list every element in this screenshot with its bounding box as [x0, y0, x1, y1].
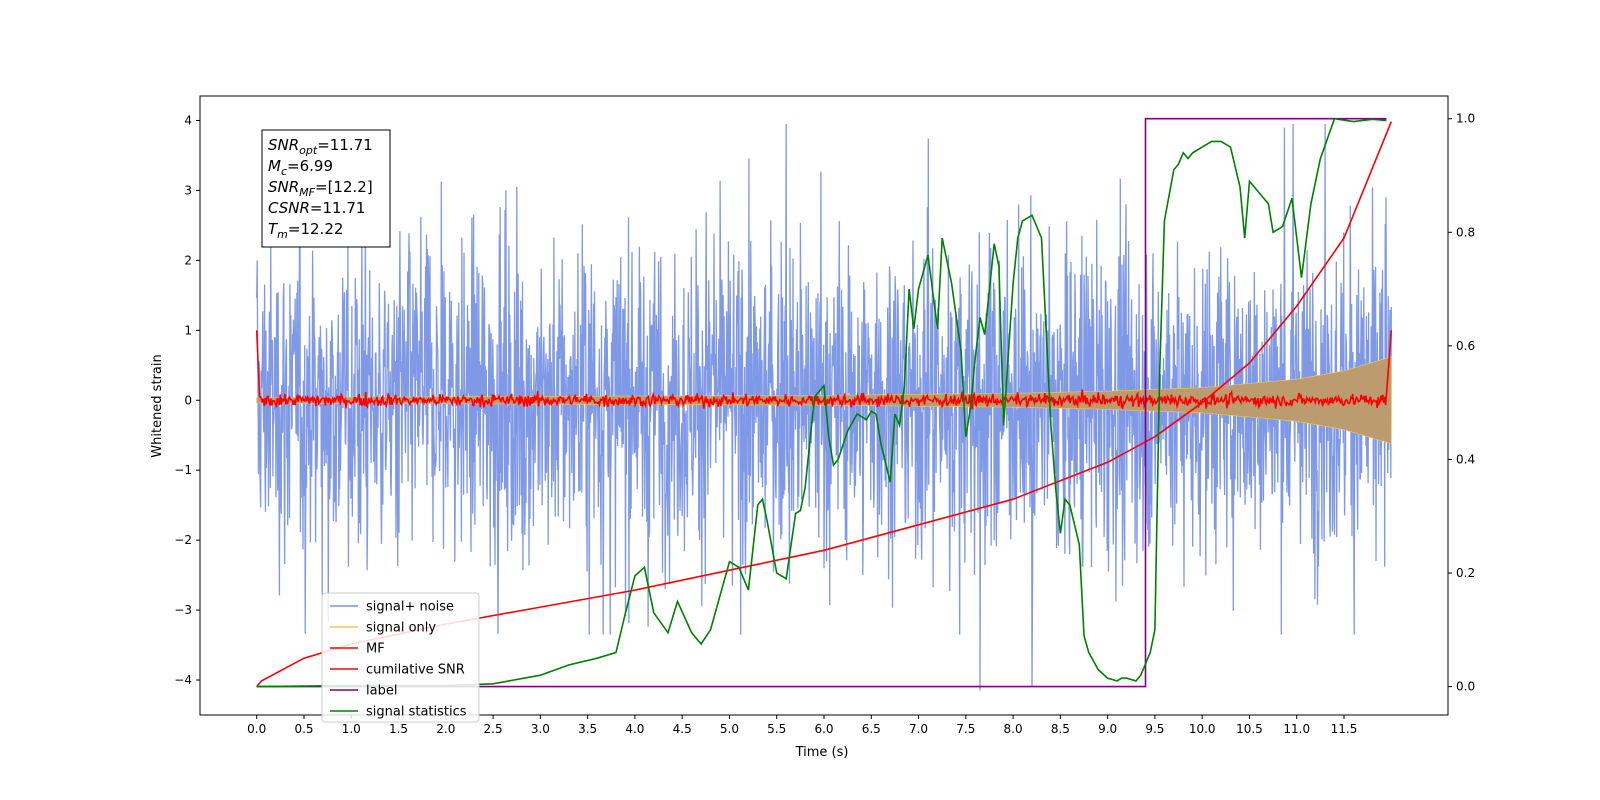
x-tick-label: 3.0: [531, 722, 550, 736]
x-tick-label: 3.5: [578, 722, 597, 736]
x-tick-label: 4.5: [673, 722, 692, 736]
x-tick-label: 2.5: [484, 722, 503, 736]
y-tick-label: 0: [184, 393, 192, 407]
x-tick-label: 6.5: [862, 722, 881, 736]
info-line: SNRMF=[12.2]: [268, 178, 373, 199]
legend-label: cumilative SNR: [366, 663, 465, 678]
x-tick-label: 5.5: [767, 722, 786, 736]
x-tick-label: 0.0: [247, 722, 266, 736]
y2-tick-label: 0.6: [1456, 339, 1475, 353]
x-tick-label: 8.5: [1051, 722, 1070, 736]
legend-label: signal+ noise: [366, 600, 454, 615]
y2-tick-label: 1.0: [1456, 112, 1475, 126]
info-value: =6.99: [287, 157, 333, 175]
series-label: [256, 117, 1387, 688]
x-tick-label: 1.0: [342, 722, 361, 736]
info-value: =11.71: [317, 136, 373, 154]
legend-label: label: [366, 684, 397, 699]
legend-items: signal+ noise signal only MF cumilative SNR…: [330, 600, 467, 720]
x-tick-label: 7.0: [909, 722, 928, 736]
info-subscript: opt: [299, 144, 318, 157]
x-tick-label: 11.0: [1283, 722, 1310, 736]
y-tick-label: 4: [184, 113, 192, 127]
legend: signal+ noise signal only MF cumilative SNR…: [321, 592, 480, 723]
legend-label: signal statistics: [366, 705, 467, 720]
info-symbol: T: [268, 220, 279, 238]
info-value: =11.71: [310, 199, 366, 217]
x-tick-label: 5.0: [720, 722, 739, 736]
x-tick-label: 6.0: [814, 722, 833, 736]
info-symbol: M: [268, 157, 281, 175]
info-subscript: MF: [299, 186, 315, 199]
y-tick-label: 3: [184, 183, 192, 197]
x-tick-label: 8.0: [1004, 722, 1023, 736]
y2-tick-label: 0.0: [1456, 680, 1475, 694]
x-tick-label: 4.0: [625, 722, 644, 736]
x-tick-label: 7.5: [956, 722, 975, 736]
info-line: SNRopt=11.71: [268, 136, 373, 157]
x-axis-ticks: 0.0 0.5 1.0 1.5 2.0 2.5 3.0 3.5 4.0 4.5 5.0 5.5 6.0 6…: [247, 715, 1357, 736]
y-tick-label: −3: [174, 603, 192, 617]
info-line: Tm=12.22: [268, 220, 343, 241]
x-axis-label: Time (s): [795, 745, 849, 760]
y-axis-ticks: 4 3 2 1 0 −1 −2 −3 −4: [174, 113, 200, 687]
series-signal-noise: [256, 123, 1392, 691]
x-tick-label: 2.0: [436, 722, 455, 736]
y-tick-label: −1: [174, 463, 192, 477]
x-tick-label: 9.5: [1145, 722, 1164, 736]
legend-frame: [321, 592, 480, 723]
legend-label: MF: [366, 642, 385, 657]
info-box: SNRopt=11.71Mc=6.99SNRMF=[12.2]CSNR=11.7…: [261, 129, 391, 248]
y-axis-label: Whitened strain: [150, 354, 165, 457]
y-tick-label: −4: [174, 673, 192, 687]
info-subscript: m: [277, 228, 288, 241]
info-box-lines: SNRopt=11.71Mc=6.99SNRMF=[12.2]CSNR=11.7…: [268, 136, 373, 241]
x-tick-label: 0.5: [294, 722, 313, 736]
info-box-frame: [261, 129, 391, 248]
legend-label: signal only: [366, 621, 436, 636]
info-symbol: SNR: [268, 136, 299, 154]
y2-axis-ticks: 1.0 0.8 0.6 0.4 0.2 0.0: [1448, 112, 1475, 694]
series-signal-statistics: [256, 117, 1387, 688]
info-line: CSNR=11.71: [268, 199, 365, 217]
info-line: Mc=6.99: [268, 157, 333, 178]
x-tick-label: 10.0: [1189, 722, 1216, 736]
info-symbol: SNR: [268, 178, 299, 196]
info-symbol: CSNR: [268, 199, 310, 217]
x-tick-label: 10.5: [1236, 722, 1263, 736]
x-tick-label: 1.5: [389, 722, 408, 736]
y2-tick-label: 0.8: [1456, 225, 1475, 239]
y-tick-label: −2: [174, 533, 192, 547]
x-tick-label: 9.0: [1098, 722, 1117, 736]
info-value: =[12.2]: [315, 178, 373, 196]
info-value: =12.22: [288, 220, 344, 238]
y-tick-label: 2: [184, 253, 192, 267]
y2-tick-label: 0.2: [1456, 566, 1475, 580]
y2-tick-label: 0.4: [1456, 452, 1475, 466]
info-subscript: c: [281, 165, 287, 178]
y-tick-label: 1: [184, 323, 192, 337]
x-tick-label: 11.5: [1331, 722, 1358, 736]
